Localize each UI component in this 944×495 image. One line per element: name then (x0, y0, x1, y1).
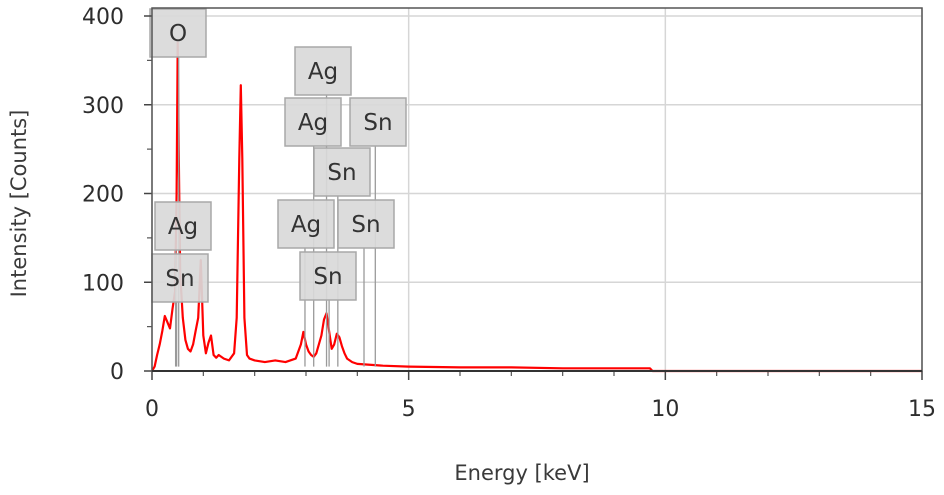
peak-label-text: Ag (298, 110, 328, 136)
peak-label-text: Sn (165, 266, 194, 292)
grid-lines (151, 8, 923, 371)
minor-ticks (147, 59, 872, 376)
x-tick-label: 10 (651, 397, 679, 422)
peak-label-ag: Ag (154, 201, 212, 367)
peak-label-box (154, 201, 212, 251)
peak-label-sn: Sn (349, 97, 407, 367)
peak-label-sn: Sn (151, 253, 209, 367)
y-axis-title: Intensity [Counts] (7, 110, 31, 298)
peak-label-box (337, 199, 395, 249)
peak-label-ag: Ag (294, 46, 352, 367)
peak-label-ag: Ag (277, 199, 335, 367)
peak-label-text: Ag (308, 59, 338, 85)
y-tick-label: 200 (82, 183, 124, 208)
x-tick-label: 5 (402, 397, 416, 422)
series-layer (151, 41, 922, 373)
y-tick-label: 100 (82, 271, 124, 296)
peak-label-box (294, 46, 352, 96)
peak-label-text: Ag (168, 214, 198, 240)
y-tick-label: 0 (110, 360, 124, 385)
spectrum-line (151, 41, 922, 373)
peak-label-sn: Sn (299, 251, 357, 367)
peak-label-box (284, 97, 342, 147)
peak-label-box (277, 199, 335, 249)
peak-label-text: Sn (327, 160, 356, 186)
y-tick-label: 400 (82, 5, 124, 30)
peak-label-text: Sn (313, 264, 342, 290)
x-axis-title: Energy [keV] (454, 461, 589, 485)
peak-label-box (149, 8, 207, 58)
peak-label-text: Sn (351, 212, 380, 238)
x-tick-label: 15 (908, 397, 936, 422)
peak-label-box (299, 251, 357, 301)
peak-label-text: Ag (291, 212, 321, 238)
y-tick-label: 300 (82, 94, 124, 119)
plot-frame (151, 7, 923, 372)
axes: 0 5 10 15 0 100 200 300 400 (82, 5, 936, 422)
peak-label-sn: Sn (337, 199, 395, 367)
peak-label-ag: Ag (284, 97, 342, 367)
x-tick-label: 0 (145, 397, 159, 422)
peak-label-text: O (169, 21, 187, 47)
peak-label-box (313, 147, 371, 197)
peak-label-box (349, 97, 407, 147)
peak-label-text: Sn (363, 110, 392, 136)
